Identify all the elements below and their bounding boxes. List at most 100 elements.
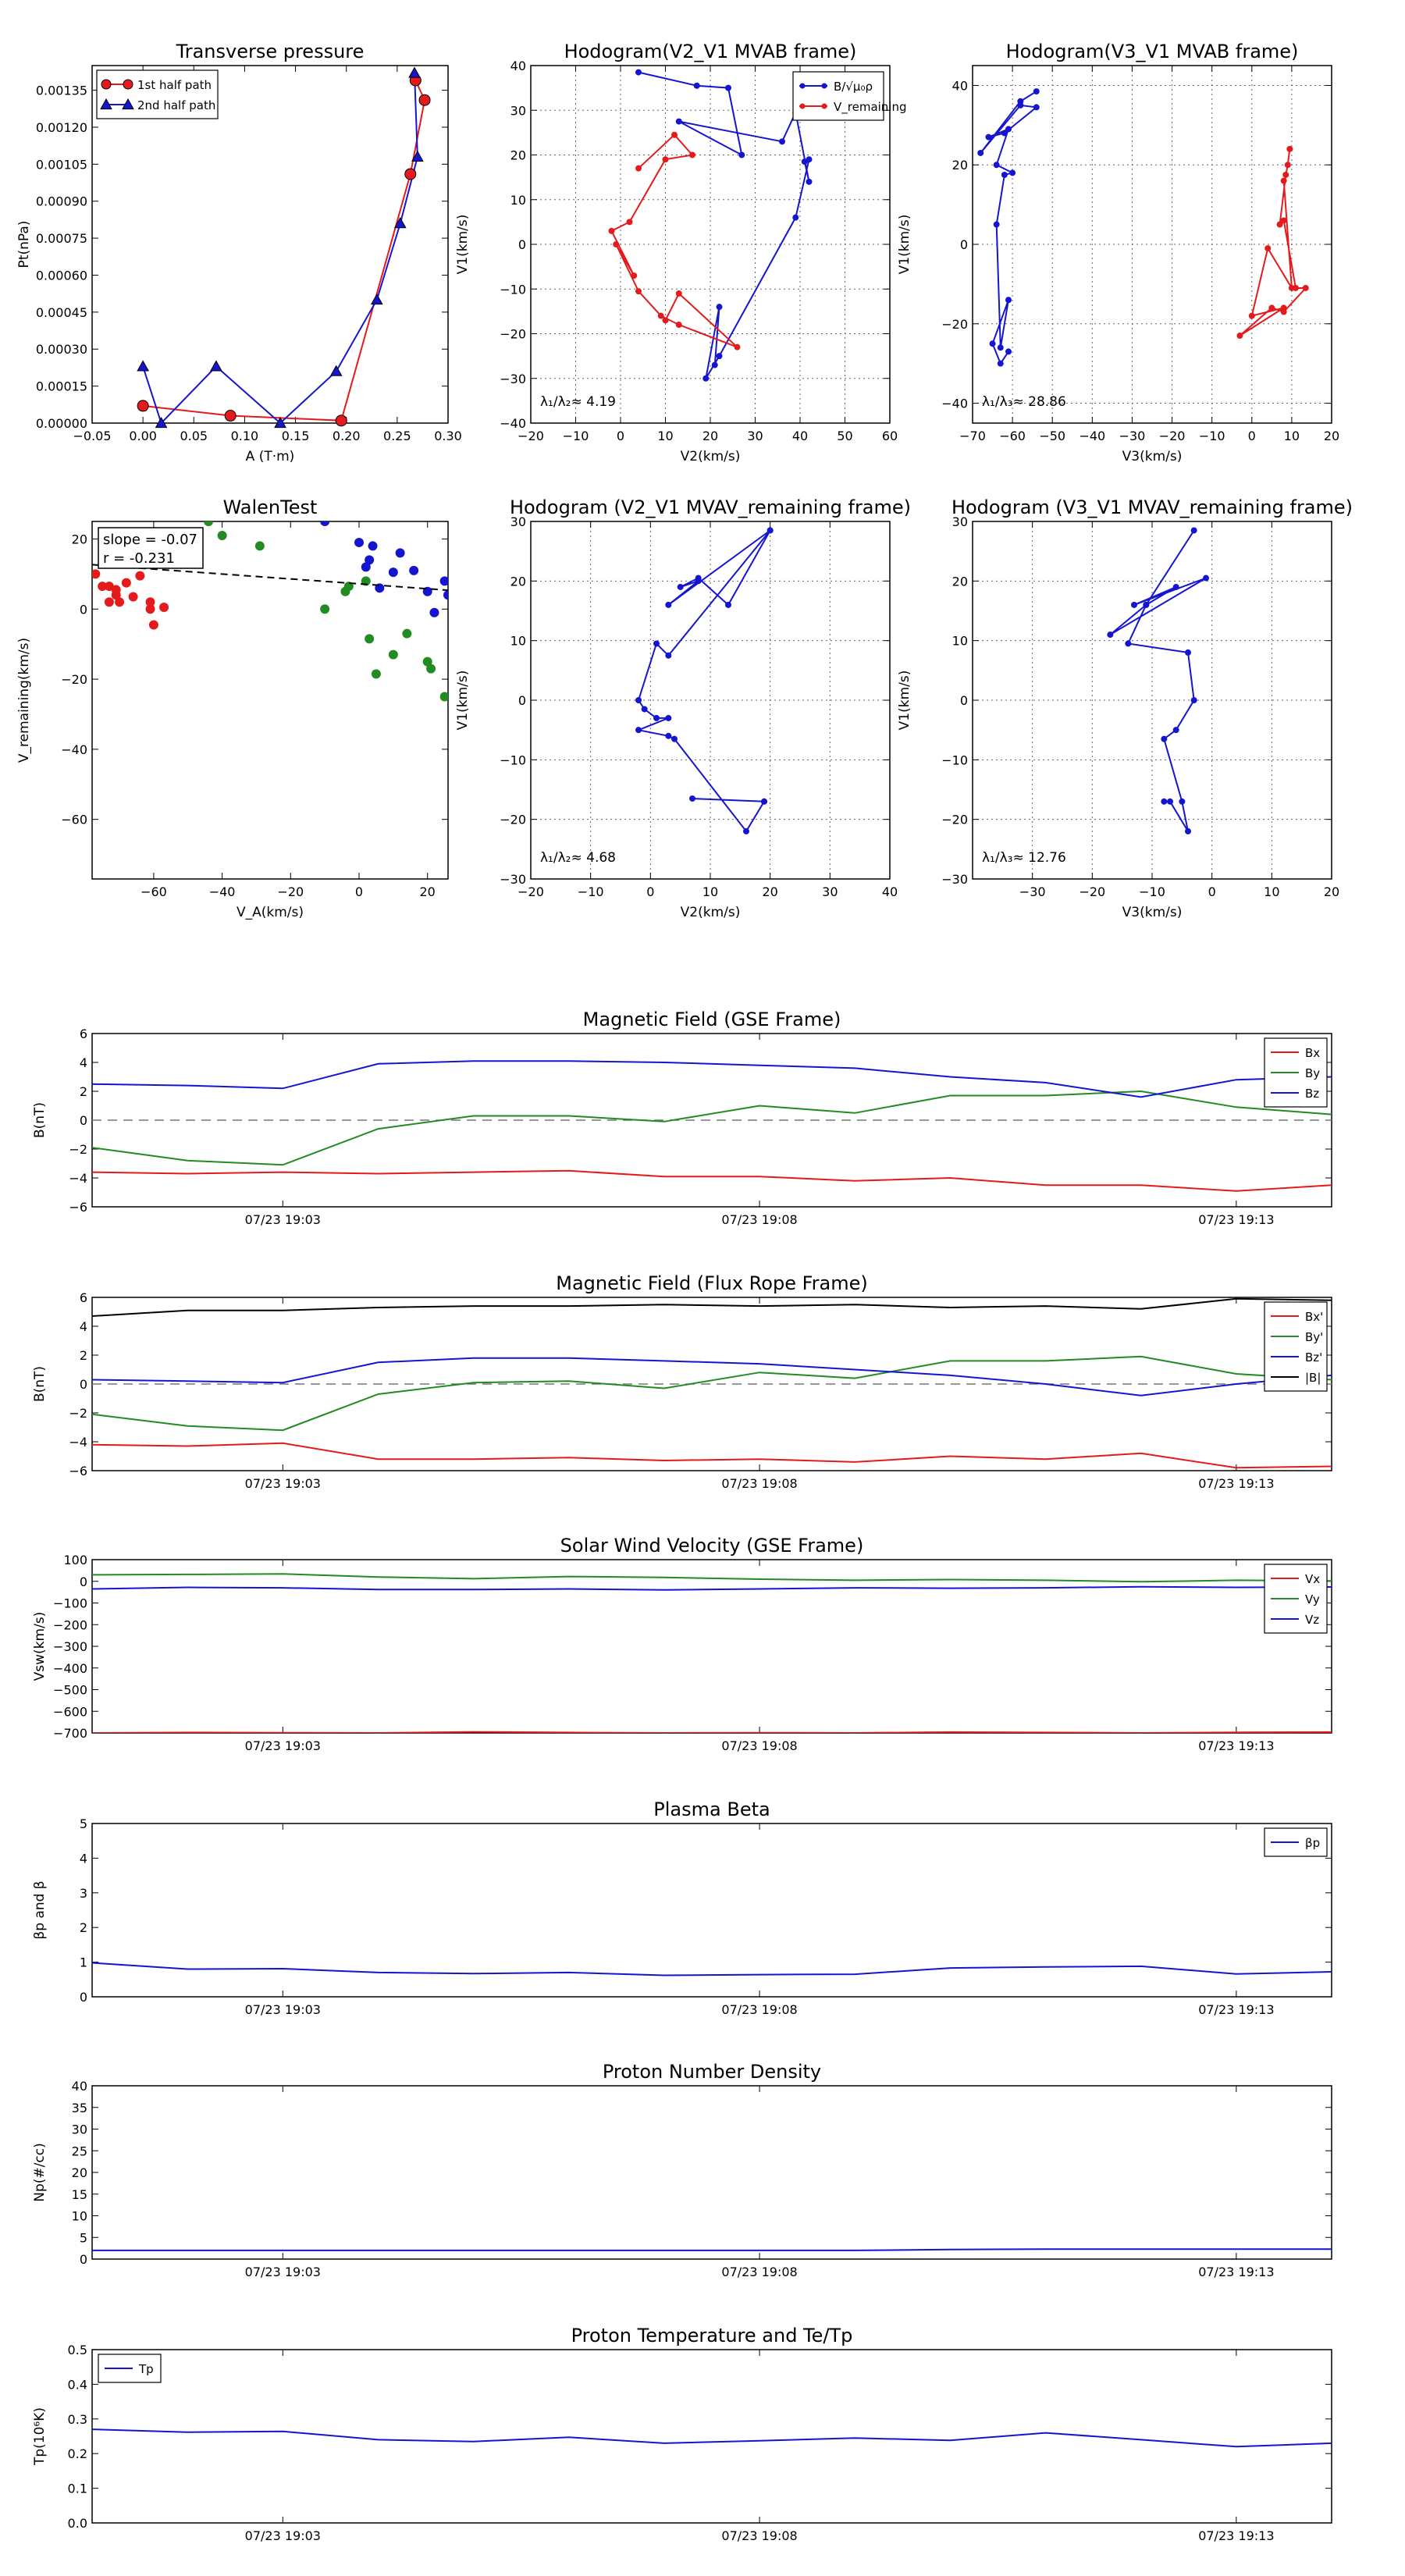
y-tick-label: 30 [510, 514, 526, 529]
x-tick-label: 0 [1248, 429, 1256, 443]
walen-point [320, 604, 330, 614]
hodogram-blue-point [1179, 798, 1186, 805]
chart-pt: −0.05 0.00 0.05 0.10 0.15 0.20 0.25 0.30 0.00000… [16, 41, 462, 464]
x-axis-label: A (T·m) [246, 449, 295, 464]
x-tick-label: 07/23 19:08 [721, 2265, 797, 2279]
y-axis-label: V_remaining(km/s) [16, 638, 32, 763]
legend-label: Vy [1305, 1592, 1320, 1606]
hodogram-blue-point [1161, 735, 1168, 742]
walen-point [402, 628, 412, 639]
plot-area [92, 2248, 1332, 2251]
legend [792, 71, 884, 121]
hodogram-blue-point [665, 732, 672, 739]
y-tick-label: −40 [61, 742, 87, 757]
x-tick-label: 07/23 19:08 [721, 1212, 797, 1227]
legend-marker [122, 98, 134, 110]
y-tick-label: 0.00135 [36, 84, 87, 98]
data-point [408, 66, 421, 78]
axes-frame [91, 1559, 1332, 1734]
walen-point [115, 597, 125, 607]
y-tick-label: −600 [53, 1704, 87, 1719]
x-tick-label: 60 [882, 429, 898, 443]
legend-marker [101, 79, 112, 90]
hodogram-blue-point [677, 583, 684, 590]
y-tick-label: 0 [80, 2252, 87, 2267]
hodogram-red-point [1286, 145, 1293, 152]
x-tick-label: 0 [617, 429, 624, 443]
y-tick-label: 0.00030 [36, 342, 87, 357]
x-tick-label: −30 [1119, 429, 1146, 443]
y-tick-label: −30 [941, 872, 968, 887]
y-axis-label: V1(km/s) [455, 671, 471, 731]
chart-vsw: 07/23 19:03 07/23 19:08 07/23 19:13 −700 −60… [32, 1535, 1332, 1753]
chart-title: Solar Wind Velocity (GSE Frame) [560, 1535, 864, 1557]
walen-point [409, 565, 419, 575]
hodogram-red-point [657, 312, 664, 319]
y-tick-label: 0 [960, 693, 968, 708]
hodogram-blue-point [1033, 104, 1040, 111]
hodogram-blue-point [702, 375, 710, 382]
x-tick-label: 07/23 19:03 [245, 1212, 321, 1227]
data-point [393, 217, 407, 229]
y-tick-label: −20 [941, 813, 968, 827]
x-tick-label: 30 [747, 429, 763, 443]
plot-area [142, 73, 426, 423]
legend-label: By' [1305, 1330, 1323, 1344]
x-tick-label: −20 [518, 884, 544, 899]
hodogram-blue-point [806, 156, 813, 163]
x-tick-label: −70 [959, 429, 986, 443]
y-axis-label: βp and β [32, 1880, 48, 1939]
series-line [142, 73, 418, 423]
hodogram-blue-point [1005, 126, 1012, 133]
x-tick-label: 0.20 [333, 429, 361, 443]
legend-label: Tp [138, 2362, 154, 2376]
y-tick-label: 35 [72, 2101, 87, 2115]
fit-line [92, 564, 448, 592]
hodogram-blue-point [653, 714, 660, 721]
legend-label: Bz [1305, 1087, 1319, 1101]
y-tick-label: −10 [500, 282, 526, 297]
x-tick-label: 07/23 19:13 [1198, 2265, 1274, 2279]
walen-annotation-text: r = -0.231 [103, 550, 175, 567]
chart-title: Magnetic Field (Flux Rope Frame) [556, 1272, 867, 1294]
walen-point [395, 548, 405, 558]
legend-label: |B| [1305, 1371, 1321, 1385]
x-tick-label: 07/23 19:13 [1198, 1476, 1274, 1491]
y-tick-label: 10 [72, 2209, 87, 2224]
legend-marker [799, 103, 806, 109]
y-tick-label: 1 [80, 1955, 87, 1970]
hodogram-red-line [610, 133, 738, 348]
y-tick-label: 2 [80, 1348, 87, 1363]
y-tick-label: 2 [80, 1084, 87, 1099]
walen-point [320, 521, 330, 526]
eigenvalue-ratio: λ₁/λ₂≈ 4.68 [540, 850, 616, 866]
series-line [92, 1585, 1332, 1591]
y-tick-label: −4 [69, 1171, 87, 1186]
eigenvalue-ratio: λ₁/λ₃≈ 28.86 [982, 394, 1066, 410]
x-tick-label: 0 [355, 884, 363, 899]
y-tick-label: −100 [53, 1596, 87, 1611]
x-tick-label: 20 [1324, 884, 1339, 899]
axes-frame [91, 521, 449, 880]
legend-label: Bx [1305, 1046, 1320, 1060]
y-tick-label: 30 [72, 2122, 87, 2137]
data-point [329, 365, 343, 376]
y-tick-label: −40 [941, 397, 968, 411]
x-tick-label: 0.10 [231, 429, 259, 443]
y-tick-label: 0.2 [68, 2446, 87, 2461]
hodogram-red-point [1280, 177, 1287, 184]
hodogram-blue-point [997, 344, 1004, 351]
y-tick-label: 0.00000 [36, 416, 87, 431]
x-tick-label: −10 [578, 884, 604, 899]
x-tick-label: 20 [762, 884, 777, 899]
hodogram-red-point [675, 290, 682, 297]
y-tick-label: 40 [952, 78, 968, 93]
x-axis-label: V_A(km/s) [237, 905, 304, 920]
y-tick-label: 0.0 [68, 2516, 87, 2531]
hodogram-red-point [1248, 312, 1255, 319]
x-tick-label: 10 [657, 429, 673, 443]
legend-marker [799, 83, 806, 89]
walen-point [145, 604, 155, 614]
chart-title: Hodogram (V3_V1 MVAV_remaining frame) [951, 496, 1353, 518]
hodogram-blue-point [711, 361, 718, 368]
